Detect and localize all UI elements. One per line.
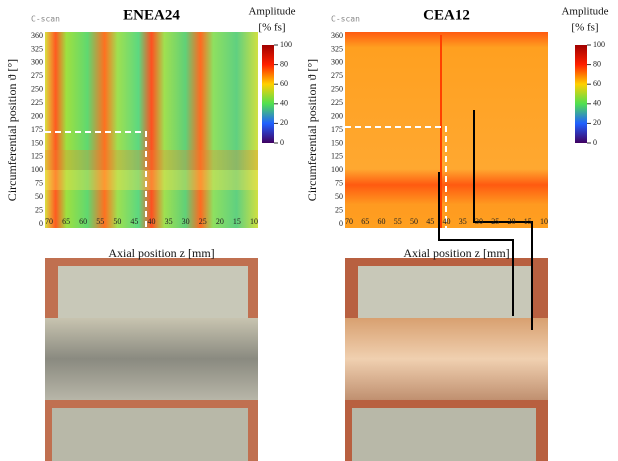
x-tick-label: 35	[165, 217, 173, 226]
y-tick-label: 75	[35, 179, 43, 188]
y-tick-label: 25	[35, 205, 43, 214]
colorbar-tick-label: 20	[593, 118, 601, 127]
colorbar-tick-label: 80	[593, 59, 601, 68]
photo-block	[52, 408, 248, 461]
y-tick-label: 325	[31, 44, 43, 53]
panel-title: CEA12	[423, 7, 470, 23]
scan-label: C-scan	[331, 15, 360, 24]
x-tick-label: 30	[475, 217, 483, 226]
photo-block	[58, 266, 248, 318]
x-tick-label: 25	[491, 217, 499, 226]
arrow	[438, 172, 514, 316]
y-tick-label: 200	[331, 111, 343, 120]
x-tick-label: 55	[394, 217, 402, 226]
y-tick-label: 175	[31, 125, 43, 134]
y-tick-label: 125	[331, 152, 343, 161]
colorbar-tick-label: 40	[593, 99, 601, 108]
panel-title: ENEA24	[123, 7, 180, 23]
colorbar	[575, 45, 587, 143]
y-tick-label: 275	[31, 71, 43, 80]
colorbar-tick-label: 100	[593, 40, 605, 49]
x-tick-label: 10	[250, 217, 258, 226]
y-tick-label: 25	[335, 205, 343, 214]
y-tick-label: 50	[335, 192, 343, 201]
y-tick-label: 75	[335, 179, 343, 188]
x-tick-label: 45	[130, 217, 138, 226]
x-tick-label: 70	[345, 217, 353, 226]
y-tick-label: 100	[331, 165, 343, 174]
x-tick-label: 70	[45, 217, 53, 226]
photo-block	[358, 266, 533, 318]
x-axis-label: Axial position z [mm]	[108, 246, 214, 260]
y-tick-label: 250	[31, 85, 43, 94]
x-tick-label: 20	[216, 217, 224, 226]
x-tick-label: 55	[96, 217, 104, 226]
colorbar-tick-label: 20	[280, 118, 288, 127]
x-tick-label: 50	[113, 217, 121, 226]
x-tick-label: 40	[443, 217, 451, 226]
photo-tube	[45, 318, 258, 400]
x-tick-label: 65	[361, 217, 369, 226]
colorbar-tick-label: 0	[593, 138, 597, 147]
y-tick-label: 175	[331, 125, 343, 134]
y-tick-label: 360	[31, 31, 43, 40]
colorbar-tick-label: 100	[280, 40, 292, 49]
dashed-outline	[345, 126, 447, 228]
photo-block	[352, 408, 536, 461]
x-tick-label: 60	[79, 217, 87, 226]
colorbar-unit: [% fs]	[571, 22, 598, 34]
scan-label: C-scan	[31, 15, 60, 24]
x-tick-label: 65	[62, 217, 70, 226]
colorbar-unit: [% fs]	[258, 22, 285, 34]
x-tick-label: 50	[410, 217, 418, 226]
x-tick-label: 15	[233, 217, 241, 226]
colorbar-tick-label: 60	[280, 79, 288, 88]
colorbar-tick-label: 40	[280, 99, 288, 108]
y-tick-label: 100	[31, 165, 43, 174]
colorbar-tick-label: 80	[280, 59, 288, 68]
colorbar	[262, 45, 274, 143]
x-tick-label: 40	[148, 217, 156, 226]
x-tick-label: 20	[508, 217, 516, 226]
x-tick-label: 35	[459, 217, 467, 226]
y-tick-label: 275	[331, 71, 343, 80]
y-tick-label: 225	[31, 98, 43, 107]
cscan-map	[45, 32, 258, 228]
x-tick-label: 45	[426, 217, 434, 226]
y-tick-label: 150	[331, 138, 343, 147]
x-tick-label: 15	[524, 217, 532, 226]
y-tick-label: 300	[331, 58, 343, 67]
y-tick-label: 225	[331, 98, 343, 107]
map-band	[45, 170, 258, 190]
x-axis-label: Axial position z [mm]	[403, 246, 509, 260]
x-tick-label: 10	[540, 217, 548, 226]
x-tick-label: 60	[378, 217, 386, 226]
y-tick-label: 300	[31, 58, 43, 67]
map-band	[45, 150, 258, 170]
y-tick-label: 360	[331, 31, 343, 40]
colorbar-title: Amplitude	[561, 6, 608, 18]
y-tick-label: 0	[339, 219, 343, 228]
x-tick-label: 25	[199, 217, 207, 226]
y-tick-label: 125	[31, 152, 43, 161]
y-tick-label: 0	[39, 219, 43, 228]
photo-tube	[345, 318, 548, 400]
y-tick-label: 250	[331, 85, 343, 94]
y-tick-label: 325	[331, 44, 343, 53]
colorbar-tick-label: 0	[280, 138, 284, 147]
arrow	[473, 110, 533, 330]
colorbar-tick-label: 60	[593, 79, 601, 88]
y-tick-label: 150	[31, 138, 43, 147]
colorbar-title: Amplitude	[248, 6, 295, 18]
y-tick-label: 200	[31, 111, 43, 120]
y-axis-label: Circumferential position ϑ [°]	[5, 59, 19, 201]
y-tick-label: 50	[35, 192, 43, 201]
artwork	[45, 32, 587, 461]
y-axis-label: Circumferential position ϑ [°]	[305, 59, 319, 201]
dashed-outline	[45, 131, 147, 228]
x-tick-label: 30	[182, 217, 190, 226]
